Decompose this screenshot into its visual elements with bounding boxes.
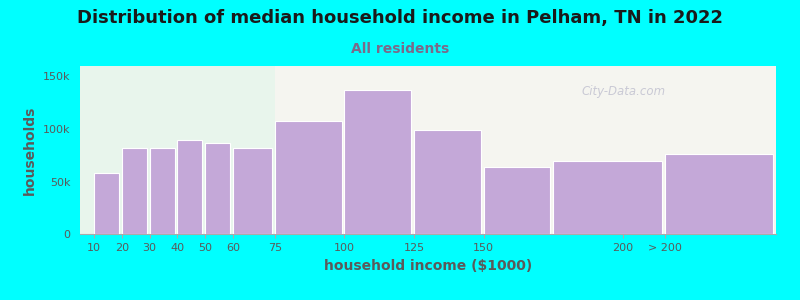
Bar xyxy=(94,173,119,234)
Text: All residents: All residents xyxy=(351,42,449,56)
Bar xyxy=(80,66,275,234)
Bar xyxy=(345,90,411,234)
Text: Distribution of median household income in Pelham, TN in 2022: Distribution of median household income … xyxy=(77,9,723,27)
Bar xyxy=(554,160,662,234)
Bar xyxy=(150,148,174,234)
Text: City-Data.com: City-Data.com xyxy=(581,85,666,98)
Bar xyxy=(414,130,481,234)
Y-axis label: households: households xyxy=(23,105,38,195)
Bar xyxy=(665,154,774,234)
Bar xyxy=(206,143,230,234)
Bar xyxy=(275,121,342,234)
Bar xyxy=(484,167,550,234)
Bar xyxy=(275,66,776,234)
X-axis label: household income ($1000): household income ($1000) xyxy=(324,259,532,273)
Bar xyxy=(233,148,272,234)
Bar xyxy=(178,140,202,234)
Bar xyxy=(122,148,147,234)
